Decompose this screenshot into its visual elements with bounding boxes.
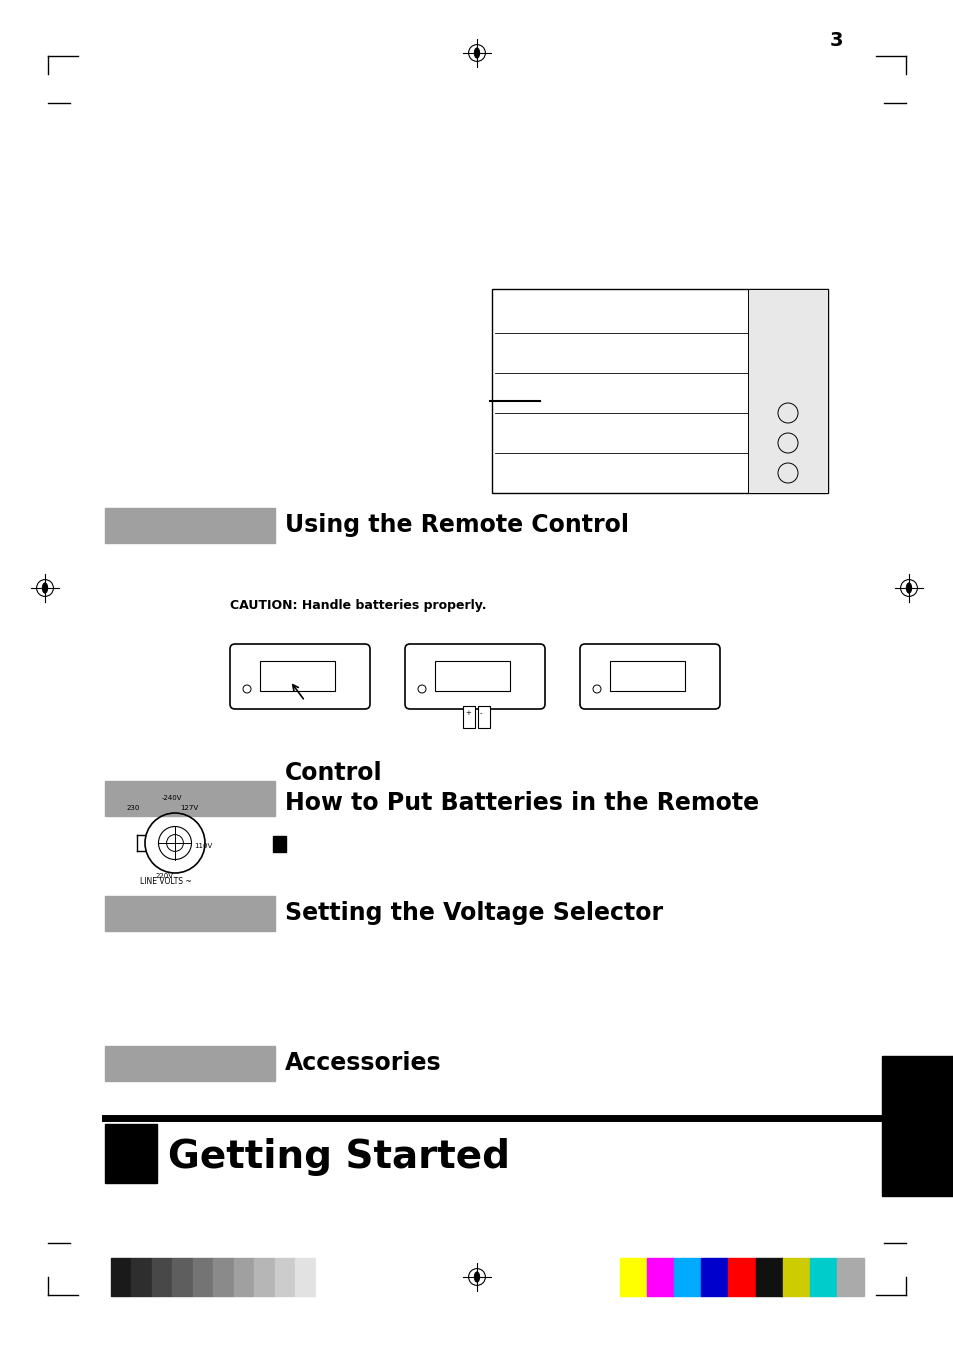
Bar	[477, 707, 490, 728]
Text: 127V: 127V	[180, 805, 198, 811]
Bar	[233, 1258, 253, 1296]
Ellipse shape	[474, 49, 479, 58]
Bar	[253, 1258, 274, 1296]
Bar	[747, 289, 827, 493]
FancyBboxPatch shape	[230, 644, 370, 709]
Bar	[700, 1258, 728, 1296]
Bar	[273, 836, 286, 852]
Text: 110V: 110V	[194, 843, 213, 848]
Text: 220V: 220V	[156, 873, 173, 880]
Text: 230: 230	[127, 805, 140, 811]
FancyBboxPatch shape	[579, 644, 720, 709]
FancyBboxPatch shape	[405, 644, 544, 709]
Bar	[260, 661, 335, 692]
Bar	[172, 1258, 193, 1296]
Text: Accessories: Accessories	[285, 1051, 441, 1075]
Bar	[882, 1056, 953, 1196]
Bar	[728, 1258, 755, 1296]
Bar	[111, 1258, 132, 1296]
Bar	[781, 1258, 809, 1296]
Text: Setting the Voltage Selector: Setting the Voltage Selector	[285, 901, 662, 925]
Bar	[152, 1258, 172, 1296]
Text: -240V: -240V	[162, 794, 182, 801]
Ellipse shape	[474, 1273, 479, 1282]
Text: LINE VOLTS ~: LINE VOLTS ~	[140, 877, 192, 886]
Bar	[294, 1258, 315, 1296]
Bar	[105, 781, 274, 816]
Text: 3: 3	[829, 31, 842, 50]
Text: CAUTION: Handle batteries properly.: CAUTION: Handle batteries properly.	[230, 600, 486, 612]
Bar	[105, 508, 274, 543]
Ellipse shape	[905, 584, 910, 593]
Bar	[315, 1258, 335, 1296]
Text: Using the Remote Control: Using the Remote Control	[285, 513, 628, 536]
Bar	[755, 1258, 781, 1296]
Text: Control: Control	[285, 761, 382, 785]
Bar	[105, 896, 274, 931]
Bar	[809, 1258, 836, 1296]
Bar	[274, 1258, 294, 1296]
Bar	[609, 661, 684, 692]
Text: How to Put Batteries in the Remote: How to Put Batteries in the Remote	[285, 790, 759, 815]
Bar	[462, 707, 475, 728]
Text: -: -	[479, 711, 482, 716]
Bar	[619, 1258, 646, 1296]
Bar	[213, 1258, 233, 1296]
Bar	[492, 289, 827, 493]
Bar	[646, 1258, 674, 1296]
Bar	[105, 1046, 274, 1081]
Bar	[193, 1258, 213, 1296]
Bar	[132, 1258, 152, 1296]
Bar	[105, 1124, 157, 1183]
Bar	[435, 661, 510, 692]
Bar	[836, 1258, 863, 1296]
Text: Getting Started: Getting Started	[168, 1138, 510, 1175]
Ellipse shape	[43, 584, 48, 593]
Bar	[674, 1258, 700, 1296]
Text: +: +	[464, 711, 471, 716]
